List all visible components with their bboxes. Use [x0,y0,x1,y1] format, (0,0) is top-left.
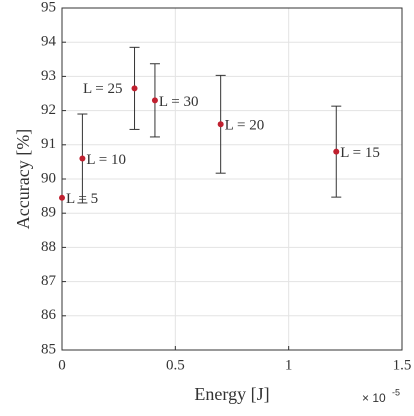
x-exponent: -5 [392,387,400,397]
x-tick-label: 1 [285,357,293,373]
y-tick-label: 85 [41,341,56,357]
x-tick-label: 0 [58,357,66,373]
x-tick-label: 0.5 [166,357,185,373]
data-point [131,85,138,92]
y-axis-label: Accuracy [%] [13,129,33,229]
y-tick-label: 93 [41,68,56,84]
x-tick-label: 1.5 [393,357,412,373]
y-tick-label: 89 [41,205,56,221]
x-axis-label: Energy [J] [194,384,269,404]
y-tick-label: 90 [41,170,56,186]
data-point [59,194,65,201]
point-label: L = 20 [225,118,265,134]
point-label: L = 25 [83,81,123,97]
y-tick-label: 91 [41,136,56,152]
y-tick-label: 92 [41,102,56,118]
y-tick-label: 95 [41,0,56,15]
point-label: L = 15 [340,145,380,161]
point-label: L = 30 [159,94,199,110]
data-point [151,97,158,104]
y-tick-label: 94 [41,34,57,50]
y-tick-label: 87 [41,273,57,289]
point-label: L = 10 [86,152,126,168]
y-tick-label: 86 [41,307,57,323]
data-point [333,148,340,155]
plot-frame [61,7,403,351]
x-multiplier: × 10 [362,391,386,405]
data-point [79,155,86,162]
data-point [217,121,224,128]
y-tick-label: 88 [41,239,56,255]
